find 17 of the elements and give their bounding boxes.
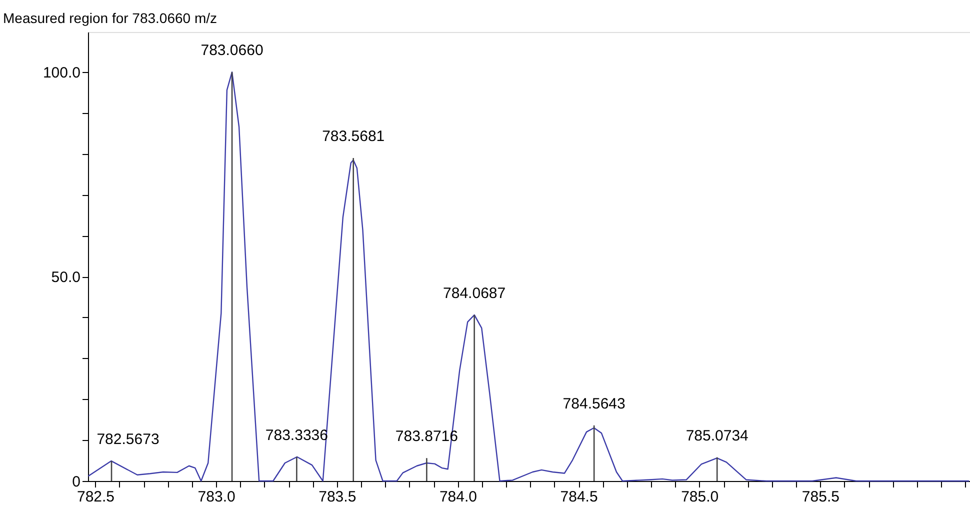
- x-tick-label: 783.5: [318, 488, 356, 506]
- annotation: 783.0660: [200, 42, 264, 60]
- chart-title: Measured region for 783.0660 m/z: [3, 10, 218, 26]
- x-tick-label: 785.0: [681, 488, 719, 506]
- annotation: 782.5673: [96, 430, 160, 448]
- y-tick-label: 0: [72, 474, 80, 490]
- y-tick-label: 100.0: [42, 64, 80, 82]
- annotation: 783.5681: [322, 128, 385, 145]
- x-tick-label: 784.5: [560, 488, 598, 506]
- x-tick-label: 785.5: [802, 488, 840, 506]
- x-tick-label: 784.0: [439, 488, 477, 506]
- x-tick-label: 782.5: [76, 488, 115, 506]
- annotation: 784.0687: [443, 284, 506, 302]
- x-tick-label: 783.0: [198, 488, 236, 506]
- annotation: 784.5643: [562, 395, 626, 412]
- annotation: 785.0734: [686, 427, 748, 444]
- y-tick-label: 50.0: [51, 269, 80, 286]
